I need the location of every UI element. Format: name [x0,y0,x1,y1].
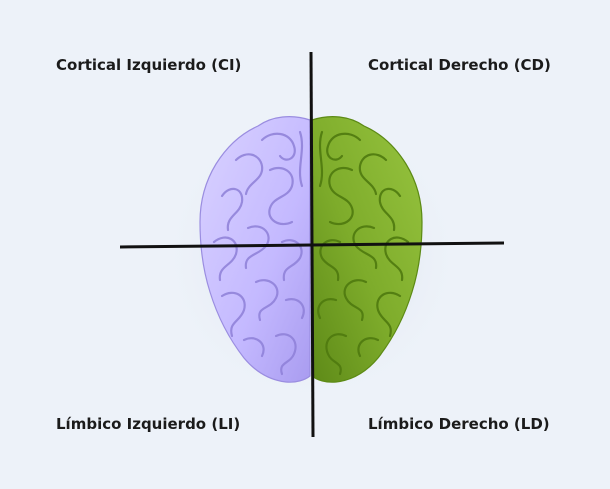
label-cortical-izquierdo: Cortical Izquierdo (CI) [56,56,242,74]
label-limbico-izquierdo: Límbico Izquierdo (LI) [56,415,241,433]
horizontal-axis [119,241,505,249]
label-limbico-derecho: Límbico Derecho (LD) [368,415,550,433]
right-hemisphere [311,116,423,383]
left-hemisphere [199,116,311,383]
label-cortical-derecho: Cortical Derecho (CD) [368,56,551,74]
